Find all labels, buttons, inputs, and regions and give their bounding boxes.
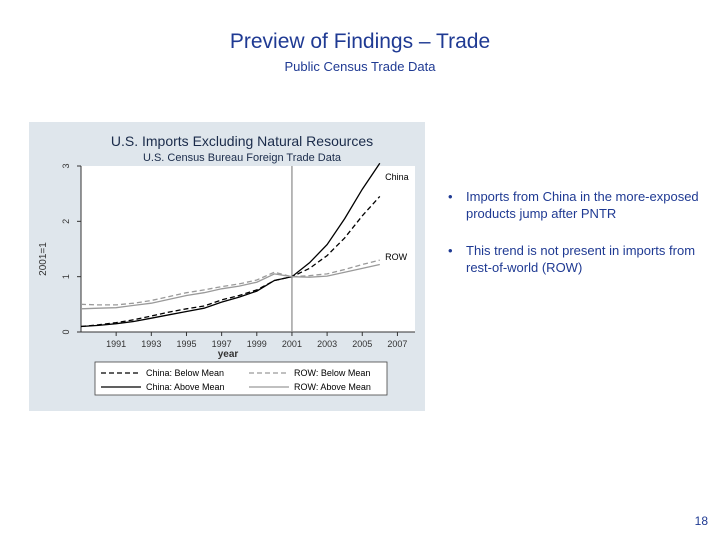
imports-line-chart: U.S. Imports Excluding Natural Resources… (29, 122, 425, 411)
chart-panel: U.S. Imports Excluding Natural Resources… (29, 122, 425, 411)
legend-label: ROW: Below Mean (294, 368, 370, 378)
y-tick-label: 1 (61, 274, 71, 279)
y-axis-label: 2001=1 (38, 242, 49, 276)
series-line-row-above-mean (80, 263, 380, 310)
x-tick-label: 2003 (317, 339, 337, 349)
legend-label: ROW: Above Mean (294, 382, 371, 392)
bullet-text: This trend is not present in imports fro… (466, 243, 696, 275)
slide-subtitle: Public Census Trade Data (284, 59, 436, 74)
y-tick-label: 2 (61, 219, 71, 224)
chart-title: U.S. Imports Excluding Natural Resources (111, 133, 373, 149)
x-tick-label: 1991 (106, 339, 126, 349)
x-tick-label: 1997 (212, 339, 232, 349)
series-line-row-below-mean (80, 259, 380, 306)
x-axis-label: year (218, 349, 239, 360)
bullet-marker: • (448, 189, 453, 204)
x-tick-label: 1999 (247, 339, 267, 349)
bullet-marker: • (448, 243, 453, 258)
page-number: 18 (694, 514, 708, 528)
x-tick-label: 2005 (352, 339, 372, 349)
y-tick-label: 0 (61, 329, 71, 334)
legend-label: China: Above Mean (146, 382, 225, 392)
legend-label: China: Below Mean (146, 368, 224, 378)
bullet-item: • This trend is not present in imports f… (448, 242, 703, 276)
slide-title: Preview of Findings – Trade (229, 30, 491, 53)
legend-box (94, 361, 388, 396)
annotation-row: ROW (385, 252, 408, 262)
chart-subtitle: U.S. Census Bureau Foreign Trade Data (143, 152, 342, 164)
x-tick-label: 2001 (282, 339, 302, 349)
bullet-text: Imports from China in the more-exposed p… (466, 189, 699, 221)
annotation-china: China (385, 172, 409, 182)
bullet-item: • Imports from China in the more-exposed… (448, 188, 703, 222)
plot-area (81, 166, 415, 332)
bullet-list: • Imports from China in the more-exposed… (448, 188, 703, 296)
y-tick-label: 3 (61, 163, 71, 168)
x-tick-label: 1993 (141, 339, 161, 349)
x-tick-label: 1995 (176, 339, 196, 349)
series-line-china-below-mean (80, 195, 381, 328)
series-line-china-above-mean (80, 162, 381, 328)
x-tick-label: 2007 (387, 339, 407, 349)
